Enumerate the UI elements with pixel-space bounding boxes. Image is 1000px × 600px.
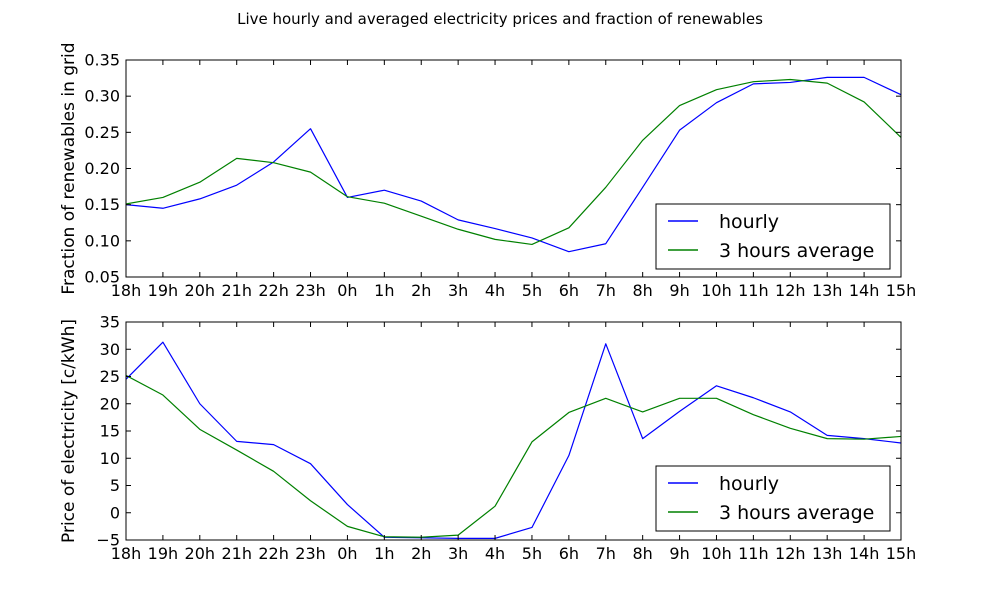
renewables-y-tick-label: 0.35 xyxy=(84,51,120,70)
renewables-y-axis-label: Fraction of renewables in grid xyxy=(59,42,79,294)
renewables-x-tick-label: 12h xyxy=(775,281,806,300)
renewables-x-tick-label: 6h xyxy=(559,281,579,300)
price-x-tick-label: 21h xyxy=(221,544,252,563)
renewables-y-tick-label: 0.20 xyxy=(84,159,120,178)
price-y-tick-label: 20 xyxy=(100,394,120,413)
price-x-tick-label: 19h xyxy=(148,544,179,563)
price-x-tick-label: 14h xyxy=(849,544,880,563)
price-y-tick-label: 25 xyxy=(100,367,120,386)
price-y-tick-label: 0 xyxy=(110,503,120,522)
renewables-y-tick-label: 0.15 xyxy=(84,195,120,214)
renewables-x-tick-label: 18h xyxy=(111,281,142,300)
price-y-tick-label: 35 xyxy=(100,313,120,332)
renewables-x-tick-label: 0h xyxy=(337,281,357,300)
price-x-tick-label: 13h xyxy=(812,544,843,563)
price-y-tick-label: 15 xyxy=(100,422,120,441)
price-x-tick-label: 9h xyxy=(669,544,689,563)
renewables-x-tick-label: 4h xyxy=(485,281,505,300)
price-x-tick-label: 2h xyxy=(411,544,431,563)
price-x-tick-label: 3h xyxy=(448,544,468,563)
price-x-tick-label: 1h xyxy=(374,544,394,563)
price-legend-label-hourly: hourly xyxy=(719,473,779,495)
renewables-x-tick-label: 11h xyxy=(738,281,769,300)
renewables-x-tick-label: 15h xyxy=(886,281,917,300)
price-x-tick-label: 5h xyxy=(522,544,542,563)
renewables-x-tick-label: 1h xyxy=(374,281,394,300)
renewables-x-tick-label: 20h xyxy=(185,281,216,300)
renewables-y-tick-label: 0.25 xyxy=(84,123,120,142)
renewables-x-tick-label: 3h xyxy=(448,281,468,300)
price-x-tick-label: 22h xyxy=(258,544,289,563)
figure-title: Live hourly and averaged electricity pri… xyxy=(237,10,763,28)
renewables-x-tick-label: 7h xyxy=(596,281,616,300)
price-y-tick-label: 5 xyxy=(110,476,120,495)
renewables-x-tick-label: 21h xyxy=(221,281,252,300)
price-legend: hourly 3 hours average xyxy=(656,466,890,531)
renewables-x-tick-label: 2h xyxy=(411,281,431,300)
price-legend-label-average: 3 hours average xyxy=(719,502,874,524)
price-x-tick-label: 20h xyxy=(185,544,216,563)
renewables-x-tick-label: 22h xyxy=(258,281,289,300)
renewables-x-tick-label: 10h xyxy=(701,281,732,300)
price-x-tick-label: 12h xyxy=(775,544,806,563)
price-x-tick-label: 8h xyxy=(633,544,653,563)
renewables-x-tick-label: 13h xyxy=(812,281,843,300)
price-x-tick-label: 4h xyxy=(485,544,505,563)
price-x-tick-label: 6h xyxy=(559,544,579,563)
price-x-tick-label: 15h xyxy=(886,544,917,563)
price-y-axis-label: Price of electricity [c/kWh] xyxy=(59,319,79,543)
renewables-x-tick-label: 19h xyxy=(148,281,179,300)
renewables-y-tick-label: 0.10 xyxy=(84,231,120,250)
renewables-legend-label-average: 3 hours average xyxy=(719,240,874,262)
price-x-tick-label: 10h xyxy=(701,544,732,563)
renewables-x-tick-label: 9h xyxy=(669,281,689,300)
renewables-x-tick-label: 23h xyxy=(295,281,326,300)
renewables-y-tick-label: 0.30 xyxy=(84,87,120,106)
price-x-tick-label: 0h xyxy=(337,544,357,563)
renewables-x-tick-label: 14h xyxy=(849,281,880,300)
price-x-tick-label: 23h xyxy=(295,544,326,563)
price-y-tick-label: 30 xyxy=(100,340,120,359)
renewables-legend: hourly 3 hours average xyxy=(656,204,890,269)
renewables-x-tick-label: 5h xyxy=(522,281,542,300)
price-y-tick-label: 10 xyxy=(100,449,120,468)
price-x-tick-label: 7h xyxy=(596,544,616,563)
renewables-x-tick-label: 8h xyxy=(633,281,653,300)
renewables-legend-label-hourly: hourly xyxy=(719,211,779,233)
price-x-tick-label: 11h xyxy=(738,544,769,563)
price-x-tick-label: 18h xyxy=(111,544,142,563)
